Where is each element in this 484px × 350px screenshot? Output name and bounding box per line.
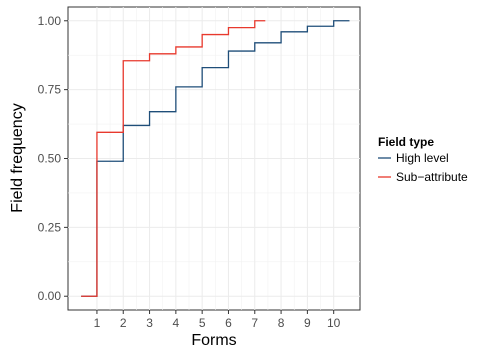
y-tick-label: 0.75 [38, 83, 62, 97]
legend-label-sub-attribute: Sub−attribute [396, 170, 468, 184]
y-tick-label: 0.50 [38, 152, 62, 166]
series-line-sub-attribute [81, 20, 266, 297]
y-tick-label: 0.25 [38, 220, 62, 234]
x-tick-label: 5 [199, 316, 206, 330]
x-tick-label: 10 [327, 316, 341, 330]
x-tick-label: 9 [304, 316, 311, 330]
x-tick-label: 6 [225, 316, 232, 330]
y-axis-title: Field frequency [9, 103, 26, 212]
x-tick-label: 4 [173, 316, 180, 330]
x-tick-label: 2 [120, 316, 127, 330]
legend: Field type High level Sub−attribute [378, 135, 468, 184]
series-layer [81, 20, 350, 297]
x-tick-label: 1 [94, 316, 101, 330]
y-tick-label: 0.00 [38, 289, 62, 303]
y-tick-label: 1.00 [38, 14, 62, 28]
x-axis-title: Forms [191, 332, 236, 349]
y-axis-ticks: 0.00 0.25 0.50 0.75 1.00 [38, 14, 68, 303]
x-axis-ticks: 1 2 3 4 5 6 7 8 9 10 [94, 310, 341, 330]
x-tick-label: 7 [251, 316, 258, 330]
legend-label-high-level: High level [396, 151, 449, 165]
legend-title: Field type [378, 135, 434, 149]
x-tick-label: 3 [146, 316, 153, 330]
series-line-high-level [81, 20, 350, 297]
x-tick-label: 8 [278, 316, 285, 330]
